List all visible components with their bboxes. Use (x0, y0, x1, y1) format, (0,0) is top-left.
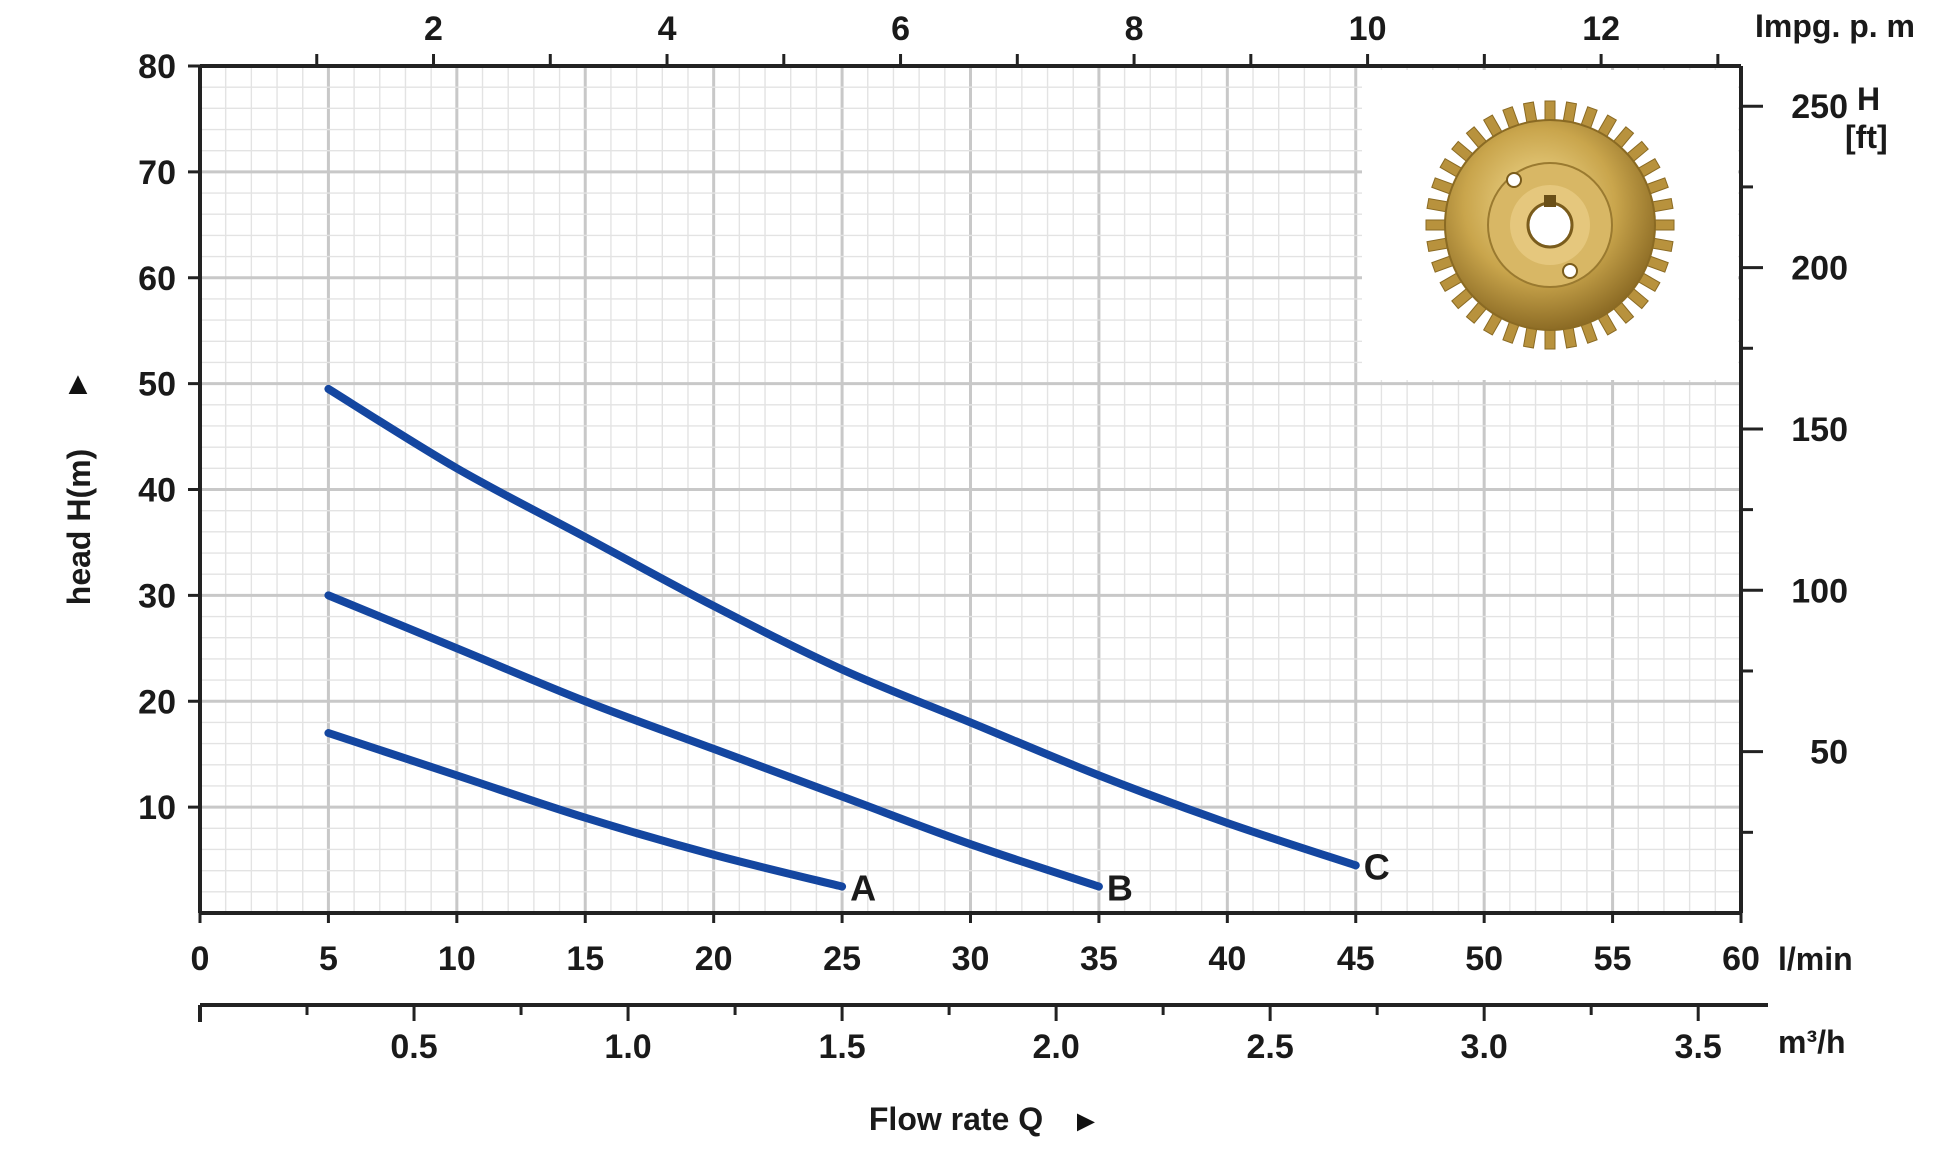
tick-marks (188, 54, 1763, 1021)
y-axis-title: head H(m) (61, 449, 97, 605)
x-tick-label: 50 (1465, 940, 1503, 978)
top-tick-label: 6 (891, 10, 910, 48)
curve-b (324, 591, 1103, 891)
x-tick-label: 45 (1337, 940, 1375, 978)
y-tick-label: 80 (138, 48, 176, 86)
top-tick-label: 2 (424, 10, 443, 48)
top-tick-label: 4 (658, 10, 677, 48)
x-tick-label: 55 (1594, 940, 1632, 978)
top-tick-label: 8 (1125, 10, 1144, 48)
y-tick-label: 50 (138, 366, 176, 404)
m3h-tick-label: 3.5 (1675, 1028, 1722, 1066)
m3h-tick-label: 2.5 (1247, 1028, 1294, 1066)
x-tick-label: 35 (1080, 940, 1118, 978)
curve-label-a: A (850, 868, 876, 909)
top-unit-label: Impg. p. m (1755, 8, 1915, 44)
y-tick-label: 40 (138, 472, 176, 510)
curve-label-c: C (1364, 846, 1390, 887)
x-tick-label: 60 (1722, 940, 1760, 978)
curve-label-b: B (1107, 868, 1133, 909)
x-tick-label: 15 (566, 940, 604, 978)
right-tick-label: 50 (1810, 734, 1848, 772)
y-tick-label: 10 (138, 789, 176, 827)
x-tick-label: 5 (319, 940, 338, 978)
right-tick-label: 250 (1791, 88, 1848, 126)
curves: A B C (324, 384, 1390, 909)
x-tick-label: 10 (438, 940, 476, 978)
right-unit-label-h: H (1857, 81, 1880, 117)
x-tick-label: 0 (191, 940, 210, 978)
y-tick-label: 30 (138, 577, 176, 615)
y-tick-label: 60 (138, 260, 176, 298)
x-tick-label: 20 (695, 940, 733, 978)
x-tick-label: 40 (1208, 940, 1246, 978)
y-tick-label: 70 (138, 154, 176, 192)
right-unit-label-ft: [ft] (1845, 119, 1888, 155)
x-axis-title: Flow rate Q (869, 1101, 1043, 1137)
m3h-tick-label: 0.5 (390, 1028, 437, 1066)
m3h-tick-label: 2.0 (1032, 1028, 1079, 1066)
curve-c (324, 384, 1360, 870)
brass-impeller-icon (1425, 100, 1675, 350)
curve-a (324, 729, 847, 891)
m3h-tick-label: 3.0 (1461, 1028, 1508, 1066)
y-axis-arrow: ▲ (62, 365, 94, 401)
m3h-unit-label: m³/h (1778, 1024, 1846, 1060)
x-tick-label: 25 (823, 940, 861, 978)
x-unit-label: l/min (1778, 941, 1853, 977)
m3h-tick-label: 1.5 (818, 1028, 865, 1066)
x-tick-label: 30 (952, 940, 990, 978)
right-tick-label: 100 (1791, 572, 1848, 610)
y-tick-label: 20 (138, 683, 176, 721)
tick-labels: 2 4 6 8 10 12 50 100 150 200 250 0 5 10 15 20 25 30 35 40 45… (138, 10, 1848, 1066)
right-tick-label: 200 (1791, 250, 1848, 288)
right-tick-label: 150 (1791, 411, 1848, 449)
top-tick-label: 12 (1582, 10, 1620, 48)
m3h-tick-label: 1.0 (604, 1028, 651, 1066)
top-tick-label: 10 (1349, 10, 1387, 48)
x-axis-arrow: ► (1071, 1105, 1101, 1138)
